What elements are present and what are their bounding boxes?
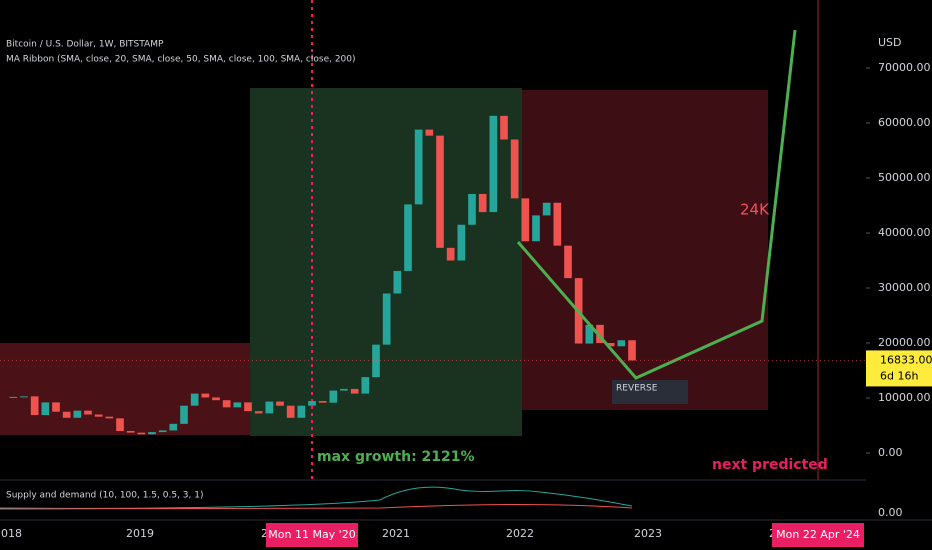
- candle: [158, 430, 167, 433]
- price-tick-label: 10000.00: [878, 391, 931, 404]
- candle: [265, 401, 274, 414]
- candle: [606, 343, 615, 347]
- candle: [62, 411, 71, 418]
- candles: [9, 115, 636, 435]
- price-tick-label: 50000.00: [878, 171, 931, 184]
- candle: [510, 139, 519, 199]
- candle: [105, 416, 114, 419]
- price-tick-label: 0.00: [878, 446, 903, 459]
- candle: [500, 115, 508, 140]
- candle: [41, 402, 50, 416]
- candle: [297, 405, 306, 418]
- time-marker: Mon 22 Apr '24: [776, 528, 860, 541]
- candle: [180, 405, 188, 424]
- candle: [425, 129, 434, 136]
- candle: [542, 202, 551, 216]
- candle: [628, 340, 636, 361]
- candle: [148, 432, 156, 435]
- projection-line: [516, 29, 797, 380]
- candle: [212, 397, 220, 401]
- candle: [361, 377, 370, 394]
- growth-label: max growth: 2121%: [317, 449, 475, 465]
- time-marker: Mon 11 May '20: [268, 528, 355, 541]
- time-label: 2022: [506, 527, 534, 540]
- candle: [329, 390, 338, 403]
- time-label: 2023: [634, 527, 662, 540]
- candle: [404, 204, 412, 271]
- zone-red-right: [522, 90, 768, 410]
- candle: [596, 324, 604, 343]
- candle: [489, 115, 498, 213]
- candle: [308, 401, 316, 406]
- candle: [532, 215, 540, 242]
- candle: [201, 393, 210, 398]
- time-label: 2021: [382, 527, 410, 540]
- price-tick-label: 30000.00: [878, 281, 931, 294]
- zone-red-left: [0, 343, 250, 435]
- candle: [244, 402, 252, 412]
- candle: [30, 396, 39, 416]
- supply-line: [0, 486, 633, 509]
- candle: [478, 193, 487, 213]
- candle: [521, 198, 530, 242]
- price-tick-label: 20000.00: [878, 336, 931, 349]
- target-label: 24K: [740, 201, 770, 219]
- candle: [20, 396, 28, 398]
- candle: [382, 293, 391, 345]
- candle: [553, 202, 562, 246]
- candle: [350, 388, 359, 394]
- candle: [137, 432, 146, 435]
- price-axis: [866, 0, 932, 550]
- candle: [564, 245, 572, 279]
- candle: [457, 224, 466, 261]
- time-marker-box: [266, 523, 358, 547]
- candle: [446, 247, 455, 261]
- candle: [190, 393, 199, 406]
- candle: [52, 402, 60, 412]
- candle: [414, 129, 423, 205]
- last-price: 16833.00: [880, 353, 932, 366]
- candle: [318, 401, 327, 403]
- time-label: 2018: [0, 527, 22, 540]
- symbol-title: Bitcoin / U.S. Dollar, 1W, BITSTAMP: [6, 40, 164, 50]
- price-tick-label: 60000.00: [878, 116, 931, 129]
- demand-line: [0, 504, 633, 510]
- countdown: 6d 16h: [880, 369, 918, 382]
- reverse-box: [612, 380, 688, 404]
- axis-unit: USD: [878, 36, 902, 49]
- time-marker-box: [772, 523, 864, 547]
- candle: [585, 324, 594, 344]
- time-label: 2019: [126, 527, 154, 540]
- candle: [436, 135, 444, 248]
- candle: [9, 396, 18, 398]
- candle: [73, 410, 82, 418]
- candle: [233, 402, 242, 408]
- reverse-label: REVERSE: [616, 384, 658, 394]
- candle: [94, 414, 103, 417]
- last-price-box: [866, 350, 932, 387]
- candle: [222, 400, 231, 408]
- candle: [116, 418, 124, 431]
- sub-indicator-title: Supply and demand (10, 100, 1.5, 0.5, 3,…: [6, 491, 203, 501]
- candle: [340, 388, 348, 391]
- candle: [286, 405, 295, 418]
- prediction-label: next predicted: [712, 457, 828, 473]
- candle: [276, 401, 284, 406]
- candle: [169, 423, 178, 431]
- candle: [393, 270, 402, 294]
- zone-green: [250, 88, 522, 436]
- candle: [617, 340, 626, 347]
- candle: [254, 411, 263, 414]
- indicator-title: MA Ribbon (SMA, close, 20, SMA, close, 5…: [6, 55, 356, 65]
- candle: [468, 193, 476, 225]
- candle: [84, 410, 92, 415]
- price-tick-label: 70000.00: [878, 61, 931, 74]
- sub-axis-label: 0.00: [878, 506, 903, 519]
- price-tick-label: 40000.00: [878, 226, 931, 239]
- candle: [126, 431, 135, 433]
